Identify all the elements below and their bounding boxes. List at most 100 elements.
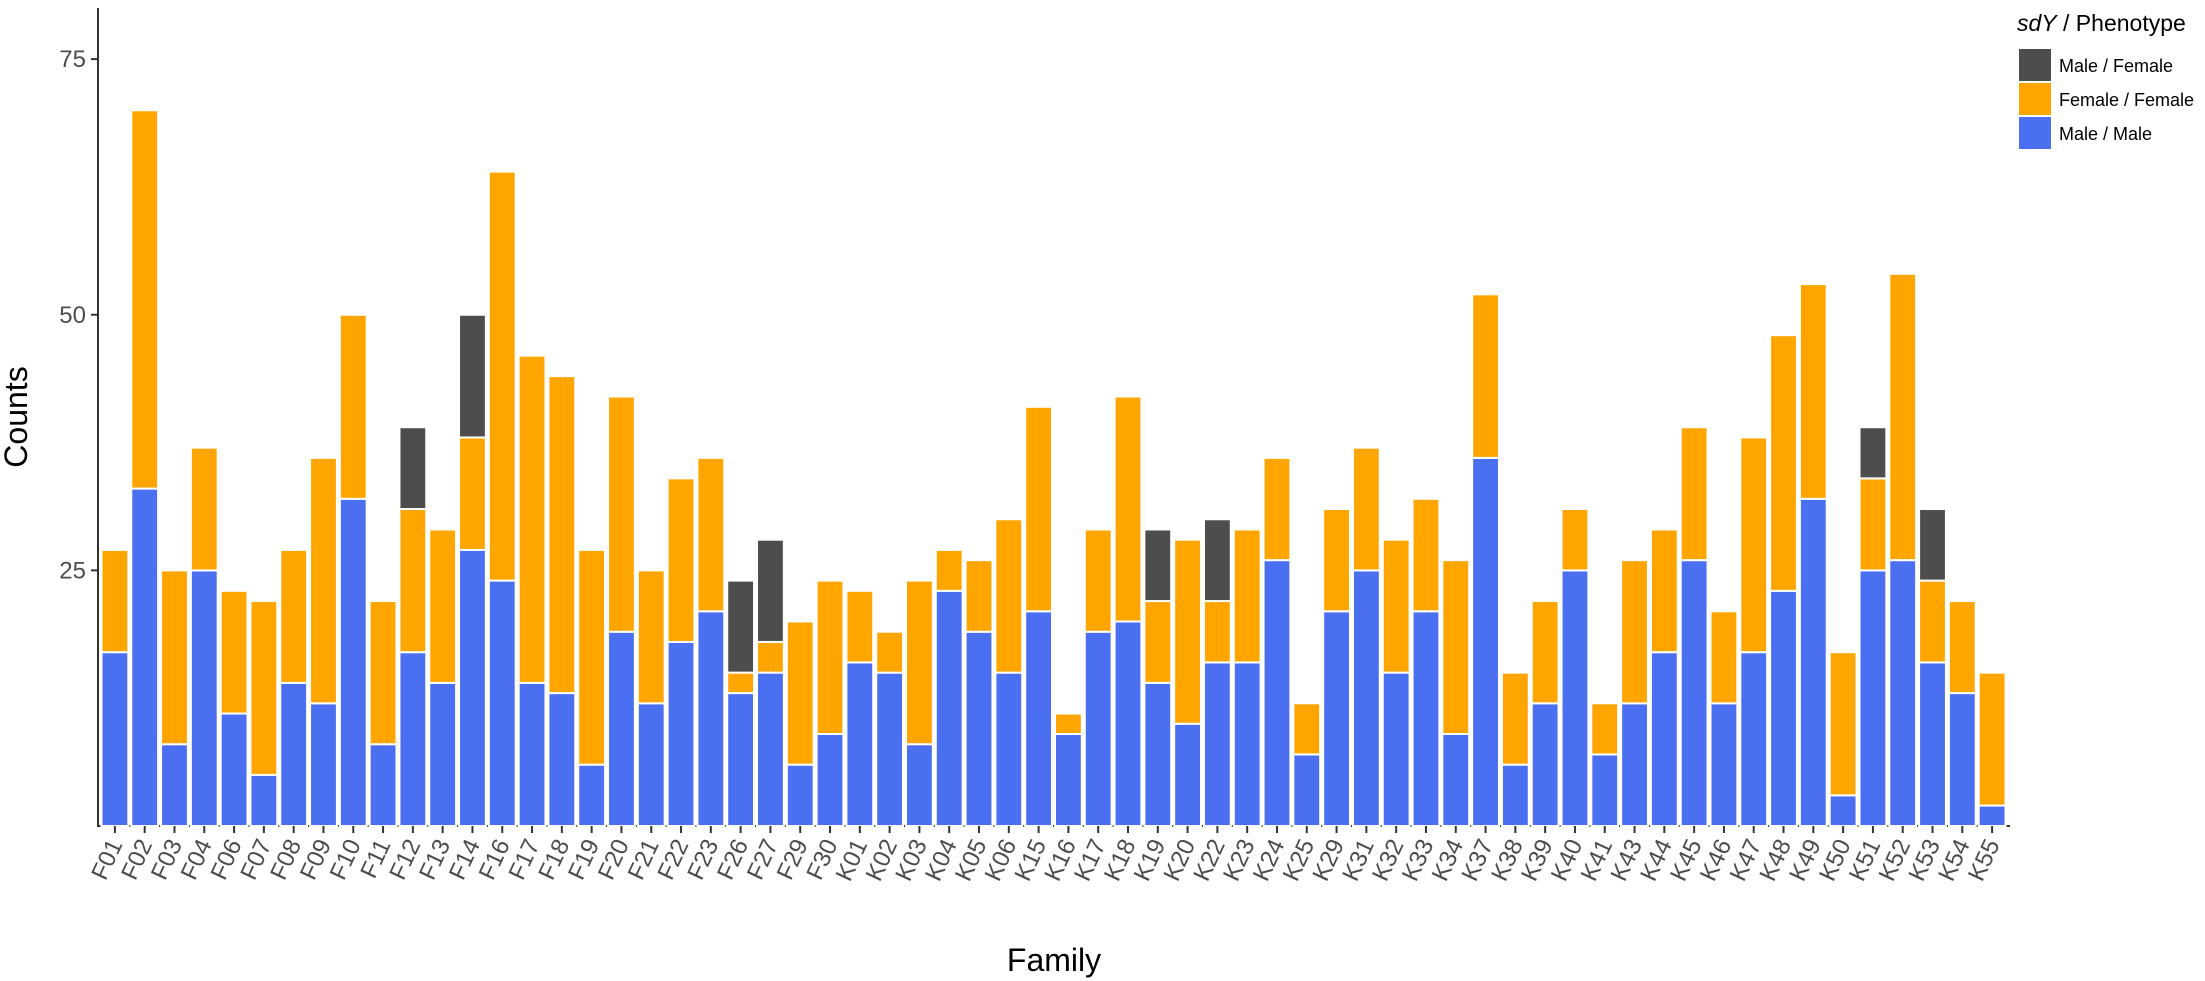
bar-F03-series-0 bbox=[160, 743, 189, 828]
bar-F10-series-0 bbox=[338, 497, 368, 827]
bar-F16-series-0 bbox=[487, 579, 517, 827]
x-tick-label-K55: K55 bbox=[1963, 835, 2006, 885]
y-tick-label-2: 75 bbox=[59, 46, 86, 73]
bar-F09-series-1 bbox=[309, 456, 338, 705]
bar-K33-series-1 bbox=[1411, 497, 1441, 613]
bars bbox=[100, 109, 2007, 828]
bar-K52-series-0 bbox=[1888, 559, 1918, 828]
bar-K31-series-0 bbox=[1351, 569, 1381, 828]
legend-title: sdY / Phenotype bbox=[2017, 10, 2186, 36]
bar-K48-series-0 bbox=[1769, 589, 1798, 828]
bar-K22-series-1 bbox=[1202, 600, 1232, 664]
bar-K33-series-0 bbox=[1411, 610, 1441, 828]
bar-F18-series-1 bbox=[547, 375, 577, 695]
legend-title-italic: sdY bbox=[2017, 10, 2058, 36]
bar-K16-series-1 bbox=[1053, 712, 1083, 735]
bar-F19-series-0 bbox=[577, 763, 607, 828]
bar-K38-series-0 bbox=[1500, 763, 1530, 828]
bar-F14-series-0 bbox=[458, 548, 487, 827]
bar-K32-series-1 bbox=[1381, 538, 1411, 674]
legend-items: Male / Female Female / Female Male / Male bbox=[2019, 49, 2194, 149]
bar-F01-series-1 bbox=[100, 548, 130, 654]
bar-F20-series-1 bbox=[607, 395, 636, 633]
bar-F29-series-1 bbox=[785, 620, 815, 766]
bar-K16-series-0 bbox=[1053, 732, 1083, 827]
bar-K19-series-0 bbox=[1143, 681, 1173, 827]
bar-K48-series-1 bbox=[1769, 334, 1798, 592]
bar-F26-series-1 bbox=[726, 671, 756, 695]
bar-F21-series-1 bbox=[636, 569, 666, 705]
bar-F09-series-0 bbox=[309, 702, 338, 827]
bar-F17-series-0 bbox=[517, 681, 547, 827]
bar-F19-series-1 bbox=[577, 548, 607, 766]
bar-F12-series-1 bbox=[398, 508, 428, 654]
legend-label-2: Male / Male bbox=[2059, 124, 2152, 144]
bar-K24-series-0 bbox=[1262, 559, 1292, 828]
bar-K22-series-2 bbox=[1202, 518, 1232, 603]
bar-K01-series-1 bbox=[845, 589, 875, 664]
bar-K40-series-0 bbox=[1560, 569, 1590, 828]
bar-K53-series-2 bbox=[1918, 508, 1947, 582]
bar-F26-series-2 bbox=[726, 579, 756, 674]
bar-K53-series-1 bbox=[1918, 579, 1947, 664]
bar-F20-series-0 bbox=[607, 630, 636, 827]
bar-F04-series-1 bbox=[189, 446, 219, 572]
bar-K03-series-0 bbox=[905, 743, 934, 828]
x-axis-ticks: F01F02F03F04F06F07F08F09F10F11F12F13F14F… bbox=[86, 826, 2006, 885]
bar-K19-series-2 bbox=[1143, 528, 1173, 603]
legend: sdY / Phenotype Male / Female Female / Fe… bbox=[2017, 10, 2194, 149]
bar-F12-series-0 bbox=[398, 651, 428, 827]
bar-K23-series-0 bbox=[1232, 661, 1262, 828]
bar-F08-series-1 bbox=[279, 548, 309, 684]
bar-K44-series-1 bbox=[1649, 528, 1679, 654]
bar-K41-series-0 bbox=[1590, 753, 1620, 827]
bar-K43-series-1 bbox=[1620, 559, 1649, 705]
bar-K01-series-0 bbox=[845, 661, 875, 828]
bar-F30-series-1 bbox=[815, 579, 845, 735]
y-tick-label-0: 25 bbox=[59, 557, 86, 584]
bar-F27-series-0 bbox=[756, 671, 785, 828]
bar-F06-series-1 bbox=[219, 589, 249, 715]
bar-K46-series-0 bbox=[1709, 702, 1739, 827]
bar-K20-series-1 bbox=[1173, 538, 1203, 725]
bar-F29-series-0 bbox=[785, 763, 815, 828]
bar-F26-series-0 bbox=[726, 692, 756, 828]
x-axis-title: Family bbox=[1007, 942, 1101, 978]
bar-K34-series-1 bbox=[1441, 559, 1471, 735]
bar-K39-series-1 bbox=[1530, 600, 1560, 705]
bar-K51-series-1 bbox=[1858, 477, 1888, 572]
bar-K25-series-0 bbox=[1292, 753, 1322, 827]
bar-K19-series-1 bbox=[1143, 600, 1173, 684]
bar-K17-series-1 bbox=[1083, 528, 1113, 633]
bar-F02-series-1 bbox=[130, 109, 160, 490]
y-tick-label-1: 50 bbox=[59, 302, 86, 329]
bar-F30-series-0 bbox=[815, 732, 845, 827]
bar-F01-series-0 bbox=[100, 651, 130, 827]
legend-key-2 bbox=[2019, 117, 2051, 149]
bar-F13-series-0 bbox=[428, 681, 458, 827]
bar-K45-series-0 bbox=[1679, 559, 1709, 828]
bar-F14-series-1 bbox=[458, 436, 487, 551]
bar-F13-series-1 bbox=[428, 528, 458, 684]
bar-K05-series-0 bbox=[964, 630, 994, 827]
bar-K29-series-1 bbox=[1322, 508, 1351, 613]
bar-K53-series-0 bbox=[1918, 661, 1947, 828]
bar-F07-series-0 bbox=[249, 773, 279, 828]
bar-K24-series-1 bbox=[1262, 456, 1292, 562]
bar-K04-series-0 bbox=[934, 589, 964, 828]
bar-K23-series-1 bbox=[1232, 528, 1262, 664]
bar-K03-series-1 bbox=[905, 579, 934, 746]
bar-K47-series-1 bbox=[1739, 436, 1769, 654]
bar-K15-series-1 bbox=[1024, 405, 1054, 613]
bar-K37-series-0 bbox=[1471, 456, 1500, 827]
bar-F08-series-0 bbox=[279, 681, 309, 827]
bar-K04-series-1 bbox=[934, 548, 964, 592]
bar-K05-series-1 bbox=[964, 559, 994, 633]
bar-K22-series-0 bbox=[1202, 661, 1232, 828]
legend-key-0 bbox=[2019, 49, 2051, 81]
bar-K52-series-1 bbox=[1888, 272, 1918, 562]
bar-K45-series-1 bbox=[1679, 426, 1709, 562]
legend-key-1 bbox=[2019, 83, 2051, 115]
bar-F11-series-1 bbox=[368, 600, 398, 746]
